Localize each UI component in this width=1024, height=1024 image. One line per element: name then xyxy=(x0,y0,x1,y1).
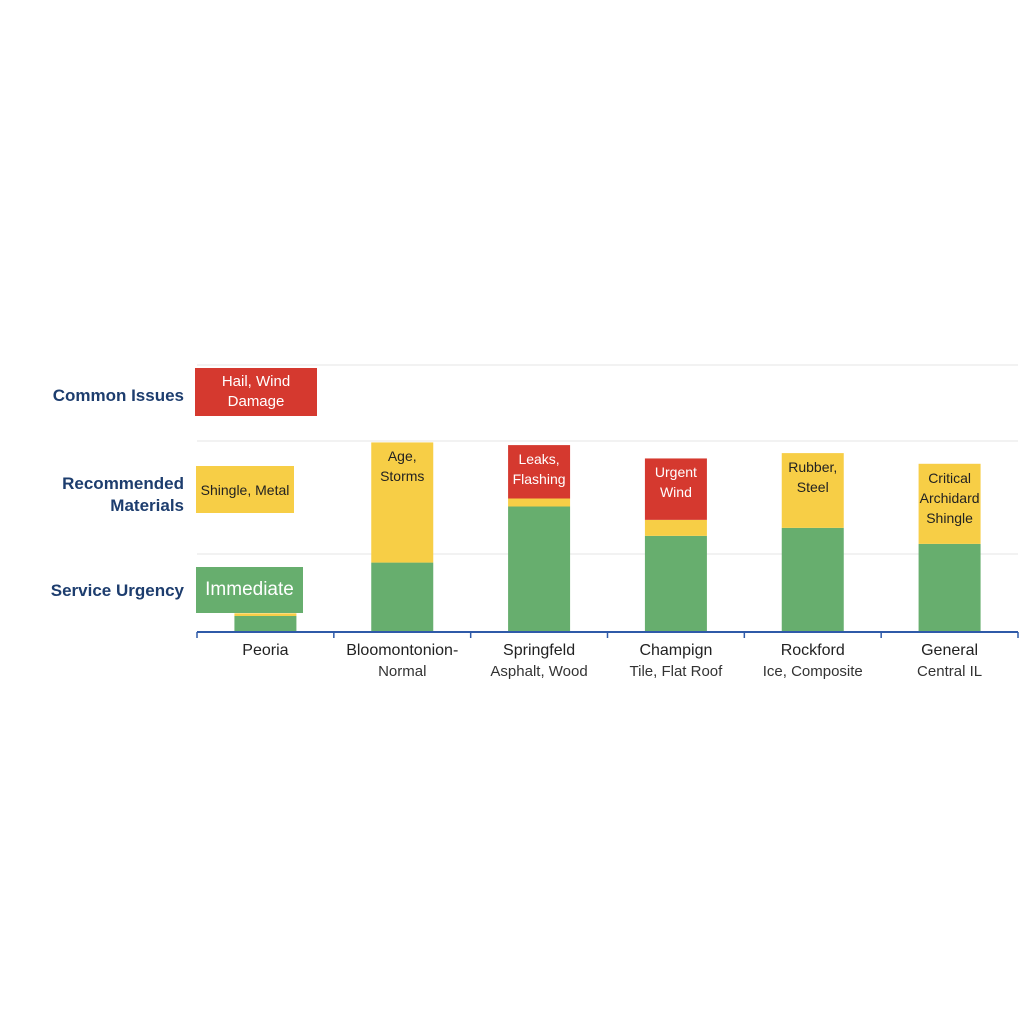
bar-segment xyxy=(781,527,844,632)
x-tick-sublabel: Asphalt, Wood xyxy=(490,663,588,680)
segment-label: Urgent Wind xyxy=(654,464,697,501)
bar-segment xyxy=(918,543,981,632)
callout-box xyxy=(196,466,294,513)
segment-label: Leaks, Flashing xyxy=(512,451,566,488)
row-label: Service Urgency xyxy=(50,581,184,600)
bar-segment xyxy=(371,562,434,632)
segment-label: Critical Archidard Shingle xyxy=(919,469,980,526)
bar-segment xyxy=(781,453,844,528)
x-tick-sublabel: Tile, Flat Roof xyxy=(629,663,723,680)
callout-box xyxy=(195,368,317,416)
bar-segment xyxy=(508,498,571,507)
bar-segment xyxy=(644,458,707,520)
bar-segment xyxy=(234,613,297,616)
x-tick-label: Peoria xyxy=(242,642,289,659)
bar-segment xyxy=(508,506,571,632)
bar-segment xyxy=(234,615,297,632)
bar-segment xyxy=(644,535,707,632)
x-tick-label: Springfeld xyxy=(503,642,576,659)
x-tick-label: Bloomontonion- xyxy=(346,642,459,659)
segment-label: Age, Storms xyxy=(380,448,425,485)
x-tick-sublabel: Ice, Composite xyxy=(762,663,863,680)
bar-segment xyxy=(508,445,571,499)
x-tick-label: General xyxy=(921,642,979,659)
callout-text: Hail, Wind Damage xyxy=(221,373,291,410)
row-label: Common Issues xyxy=(52,386,184,405)
x-tick-sublabel: Central IL xyxy=(917,663,983,680)
callout-text: Immediate xyxy=(205,579,294,600)
callout-text: Shingle, Metal xyxy=(200,481,290,498)
segment-label: Rubber, Steel xyxy=(788,459,838,496)
x-tick-sublabel: Normal xyxy=(378,663,427,680)
callout-box xyxy=(196,567,303,613)
bar-segment xyxy=(644,519,707,536)
bar-segment xyxy=(918,463,981,544)
x-tick-label: Rockford xyxy=(780,642,845,659)
bar-segment xyxy=(371,442,434,563)
row-label: Recommended Materials xyxy=(62,474,184,515)
x-tick-label: Champign xyxy=(639,642,713,659)
